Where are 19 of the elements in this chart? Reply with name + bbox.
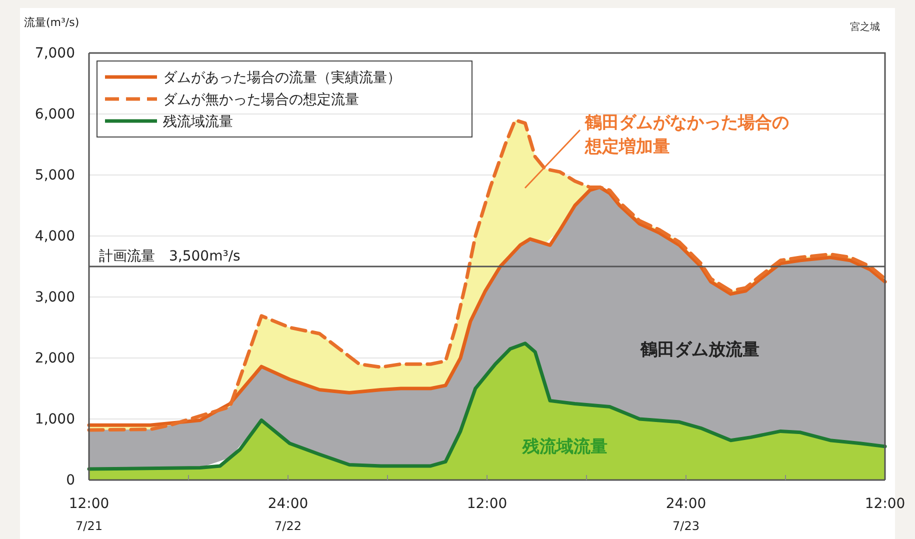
y-tick-label: 6,000 [34,106,75,122]
y-tick-label: 3,000 [34,289,75,306]
y-tick-label: 4,000 [34,228,75,244]
y-tick-label: 2,000 [34,350,75,366]
legend-label: ダムが無かった場合の想定流量 [163,92,359,108]
legend-label: ダムがあった場合の流量（実績流量） [163,70,401,86]
y-tick-label: 5,000 [34,167,75,184]
x-tick-label: 12:00 [864,496,906,512]
annotation: 鶴田ダムがなかった場合の想定増加量 [584,113,789,157]
annotation: 鶴田ダム放流量 [640,340,760,360]
legend-label: 残流域流量 [163,114,233,130]
text: 宮之城 [850,21,880,33]
x-tick-label: 12:00 [466,496,508,512]
ref-line-label: 計画流量 3,500m³/s [99,248,240,264]
y-axis-title: 流量(m³/s) [24,16,80,29]
annotation: 残流域流量 [522,437,608,457]
y-tick-label: 0 [66,472,75,488]
y-tick-label: 1,000 [34,411,75,428]
y-tick-label: 7,000 [34,45,75,62]
